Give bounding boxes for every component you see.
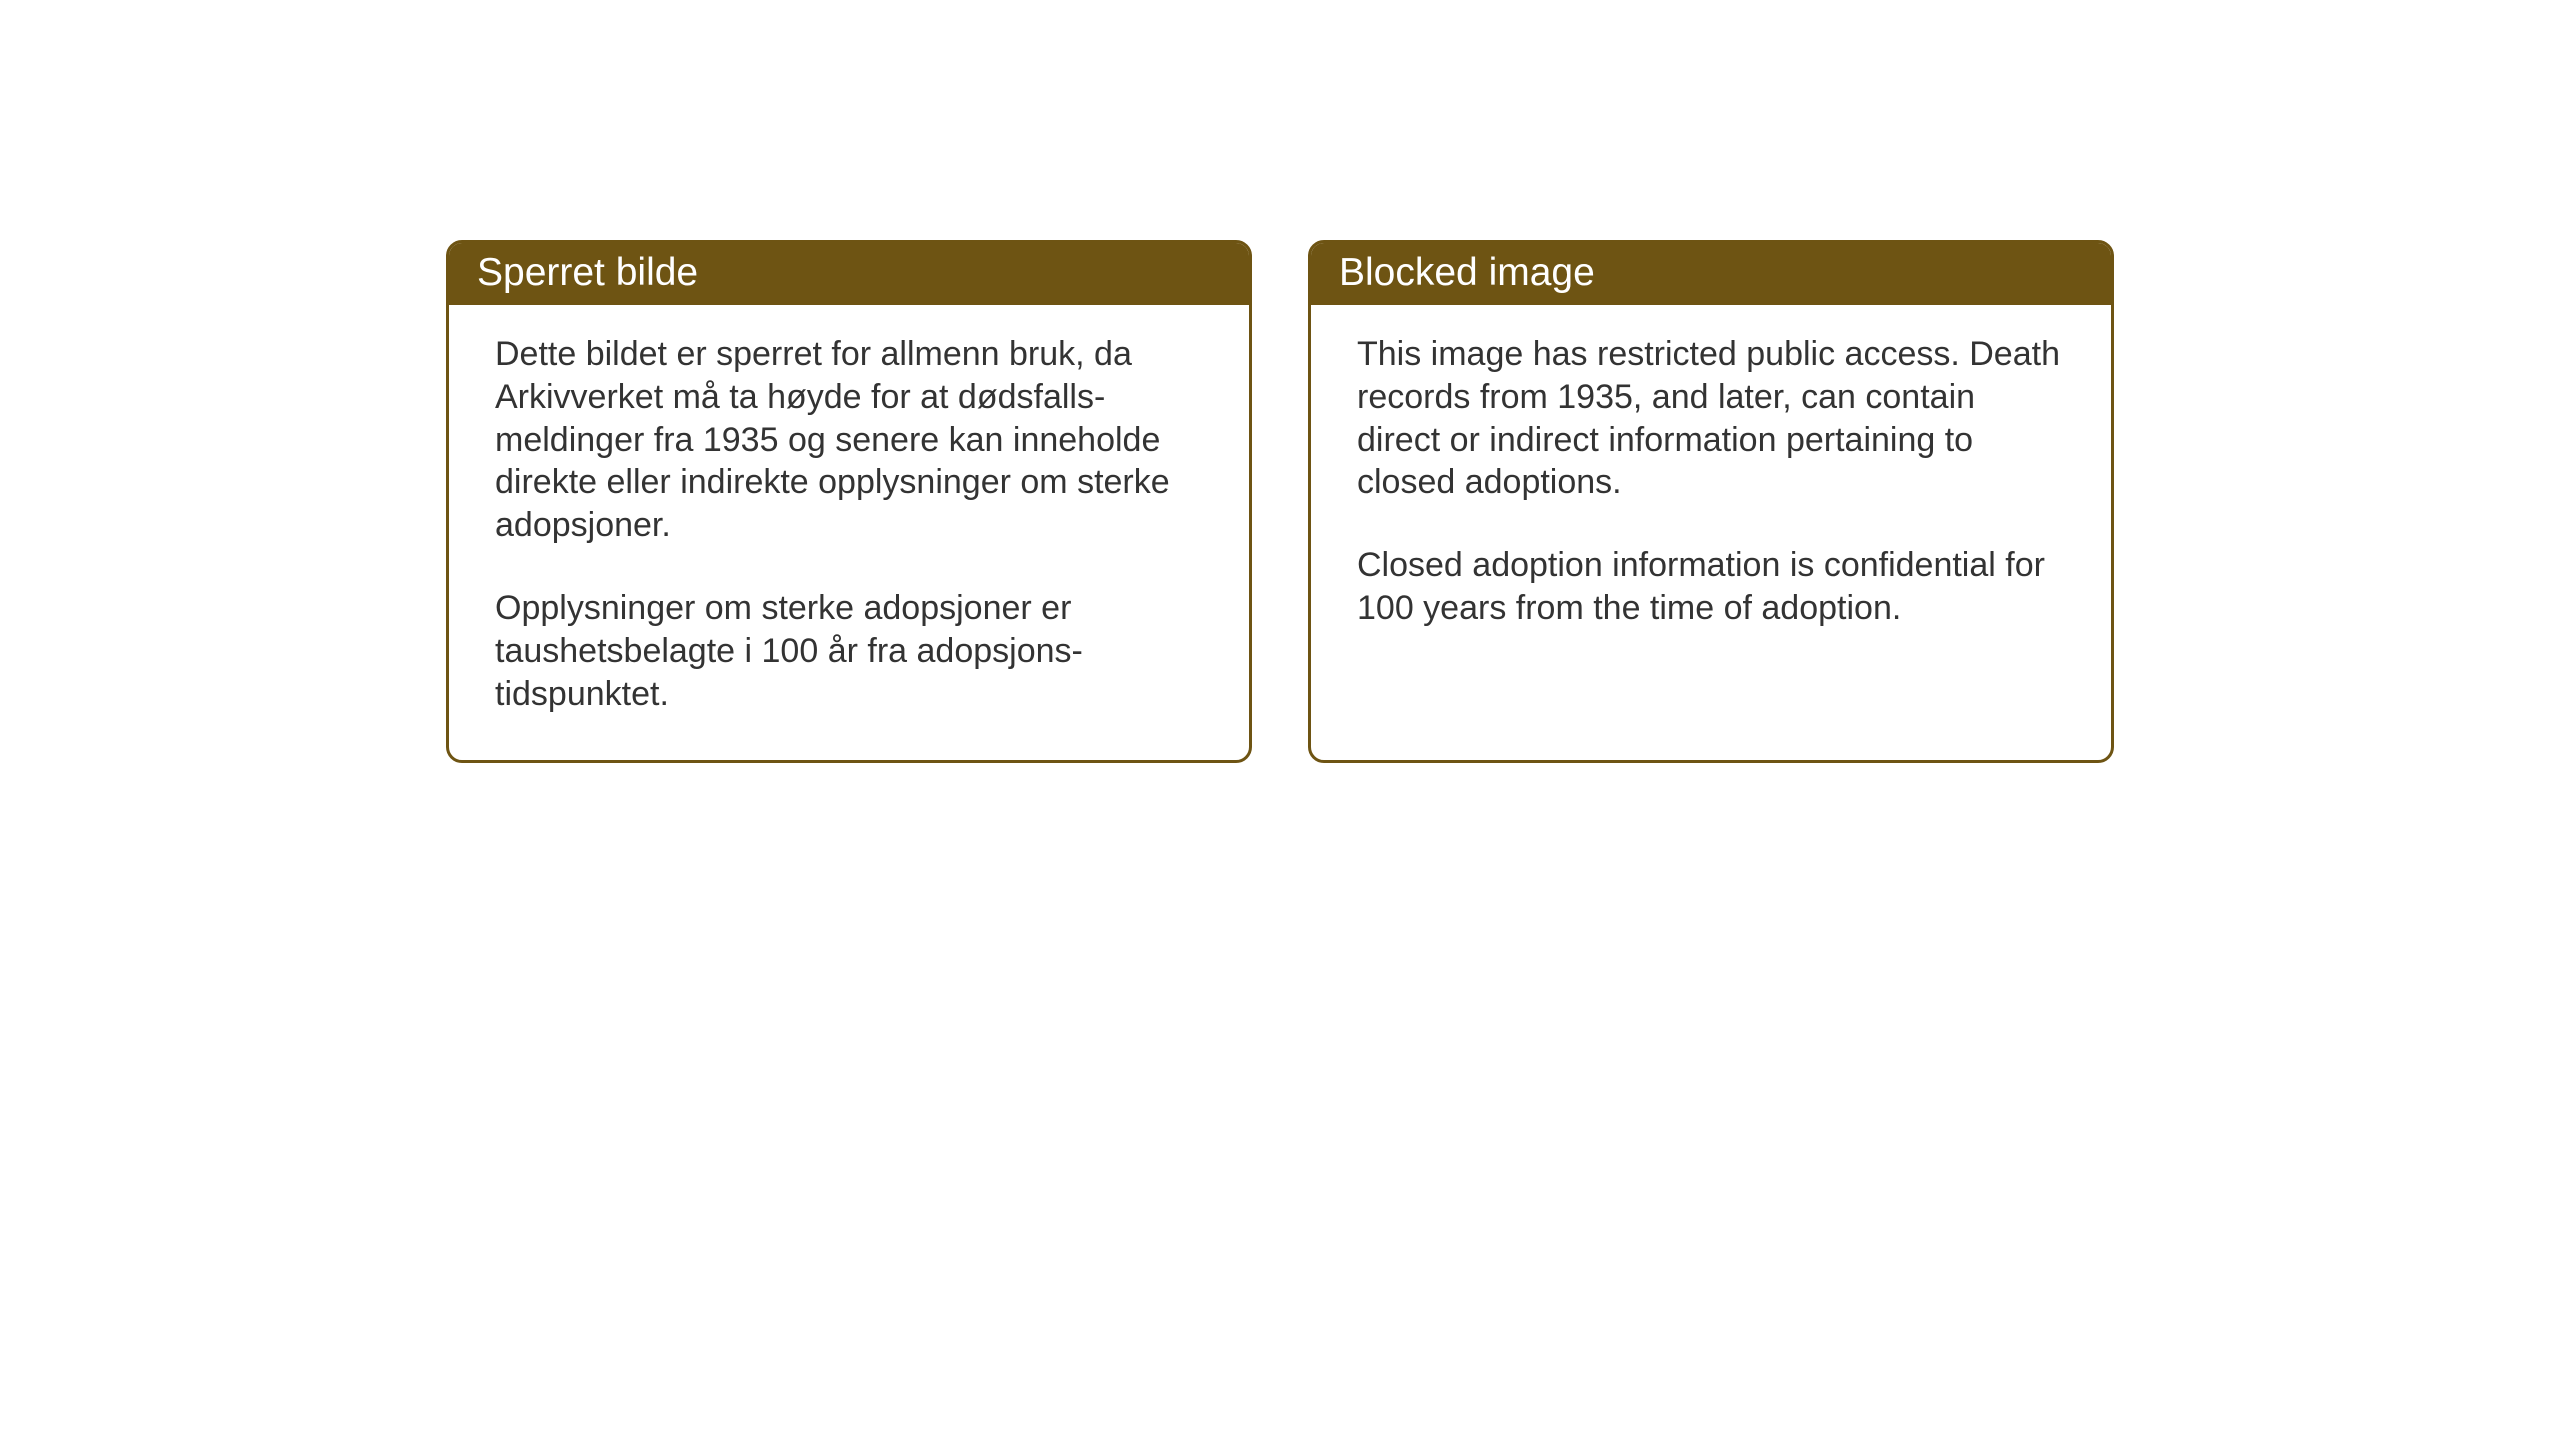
norwegian-card-header: Sperret bilde xyxy=(449,243,1249,305)
norwegian-paragraph-2: Opplysninger om sterke adopsjoner er tau… xyxy=(495,587,1203,715)
english-card-header: Blocked image xyxy=(1311,243,2111,305)
norwegian-card-body: Dette bildet er sperret for allmenn bruk… xyxy=(449,305,1249,760)
english-card-body: This image has restricted public access.… xyxy=(1311,305,2111,674)
english-notice-card: Blocked image This image has restricted … xyxy=(1308,240,2114,763)
norwegian-card-title: Sperret bilde xyxy=(477,251,698,294)
english-paragraph-1: This image has restricted public access.… xyxy=(1357,333,2065,504)
english-paragraph-2: Closed adoption information is confident… xyxy=(1357,544,2065,630)
norwegian-paragraph-1: Dette bildet er sperret for allmenn bruk… xyxy=(495,333,1203,547)
notice-container: Sperret bilde Dette bildet er sperret fo… xyxy=(446,240,2114,763)
english-card-title: Blocked image xyxy=(1339,251,1595,294)
norwegian-notice-card: Sperret bilde Dette bildet er sperret fo… xyxy=(446,240,1252,763)
